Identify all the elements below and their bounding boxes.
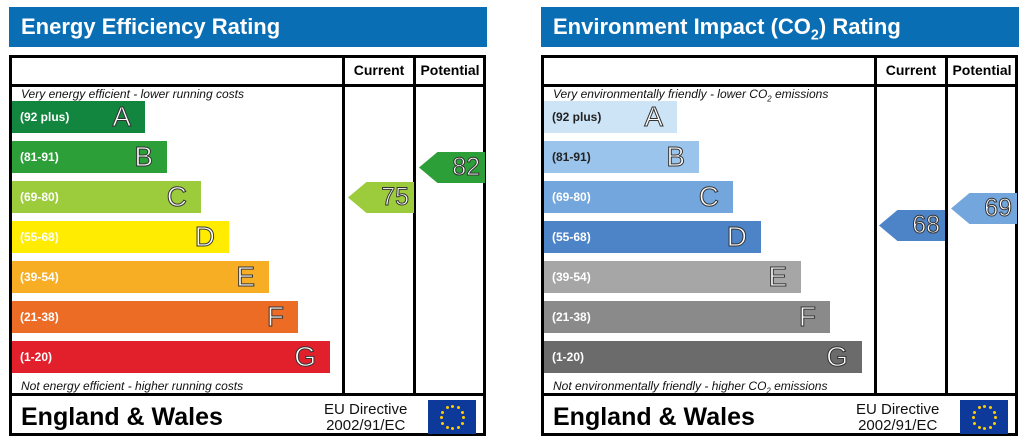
current-rating-arrow: 68 bbox=[879, 210, 945, 241]
directive-line1: EU Directive bbox=[324, 401, 408, 418]
potential-column-header: Potential bbox=[952, 62, 1012, 78]
band-letter: E bbox=[236, 261, 256, 293]
band-letter: C bbox=[166, 181, 187, 213]
rating-band-e: (39-54) E bbox=[12, 261, 269, 293]
band-range: (92 plus) bbox=[20, 110, 70, 124]
rating-band-c: (69-80) C bbox=[12, 181, 201, 213]
column-divider bbox=[413, 58, 416, 396]
column-divider bbox=[945, 58, 948, 396]
rating-band-f: (21-38) F bbox=[12, 301, 298, 333]
potential-rating-arrow: 82 bbox=[419, 152, 485, 183]
band-range: (81-91) bbox=[20, 150, 59, 164]
band-letter: D bbox=[726, 221, 747, 253]
column-divider bbox=[874, 58, 877, 396]
energy-efficiency-panel: Energy Efficiency Rating Current Potential… bbox=[9, 0, 487, 439]
rating-band-d: (55-68) D bbox=[544, 221, 761, 253]
band-range: (1-20) bbox=[552, 350, 585, 364]
region-label: England & Wales bbox=[21, 403, 223, 431]
top-note: Very energy efficient - lower running co… bbox=[21, 87, 244, 101]
band-letter: D bbox=[194, 221, 215, 253]
directive-line2: 2002/91/EC bbox=[858, 417, 938, 434]
band-range: (39-54) bbox=[20, 270, 59, 284]
eu-flag-icon bbox=[960, 400, 1008, 434]
rating-table: Current Potential Very energy efficient - … bbox=[9, 55, 486, 436]
eu-directive: EU Directive 2002/91/EC bbox=[856, 402, 939, 434]
band-range: (21-38) bbox=[552, 310, 591, 324]
directive-line1: EU Directive bbox=[856, 401, 940, 418]
rating-band-c: (69-80) C bbox=[544, 181, 733, 213]
eu-directive: EU Directive 2002/91/EC bbox=[324, 402, 407, 434]
band-range: (55-68) bbox=[552, 230, 591, 244]
band-letter: E bbox=[768, 261, 788, 293]
panel-title: Environment Impact (CO2) Rating bbox=[541, 7, 1019, 47]
band-letter: C bbox=[698, 181, 719, 213]
rating-band-a: (92 plus) A bbox=[12, 101, 145, 133]
current-rating-value: 75 bbox=[381, 183, 410, 212]
rating-table: Current Potential Very environmentally fri… bbox=[541, 55, 1018, 436]
band-letter: F bbox=[266, 301, 284, 333]
rating-band-d: (55-68) D bbox=[12, 221, 229, 253]
band-letter: F bbox=[798, 301, 816, 333]
bottom-note: Not energy efficient - higher running co… bbox=[21, 379, 244, 393]
rating-band-g: (1-20) G bbox=[12, 341, 330, 373]
top-note: Very environmentally friendly - lower CO… bbox=[553, 87, 829, 104]
band-letter: G bbox=[294, 341, 317, 373]
rating-band-e: (39-54) E bbox=[544, 261, 801, 293]
environment-impact-panel: Environment Impact (CO2) Rating Current Po… bbox=[541, 0, 1019, 439]
eu-flag-icon bbox=[428, 400, 476, 434]
band-range: (55-68) bbox=[20, 230, 59, 244]
potential-rating-arrow: 69 bbox=[951, 193, 1017, 224]
band-range: (81-91) bbox=[552, 150, 591, 164]
directive-line2: 2002/91/EC bbox=[326, 417, 406, 434]
band-range: (92 plus) bbox=[552, 110, 602, 124]
bottom-note: Not environmentally friendly - higher CO… bbox=[553, 379, 828, 396]
current-rating-arrow: 75 bbox=[348, 182, 414, 213]
band-range: (69-80) bbox=[552, 190, 591, 204]
current-column-header: Current bbox=[353, 62, 405, 78]
potential-column-header: Potential bbox=[420, 62, 480, 78]
band-letter: A bbox=[112, 101, 132, 133]
band-range: (21-38) bbox=[20, 310, 59, 324]
footer-divider bbox=[12, 393, 486, 396]
current-column-header: Current bbox=[885, 62, 937, 78]
band-letter: B bbox=[134, 141, 154, 173]
band-range: (69-80) bbox=[20, 190, 59, 204]
panel-title: Energy Efficiency Rating bbox=[9, 7, 487, 47]
region-label: England & Wales bbox=[553, 403, 755, 431]
band-letter: G bbox=[826, 341, 849, 373]
potential-rating-value: 69 bbox=[984, 194, 1013, 223]
rating-band-b: (81-91) B bbox=[12, 141, 167, 173]
rating-band-a: (92 plus) A bbox=[544, 101, 677, 133]
rating-band-g: (1-20) G bbox=[544, 341, 862, 373]
column-divider bbox=[342, 58, 345, 396]
band-range: (39-54) bbox=[552, 270, 591, 284]
header-divider bbox=[544, 84, 1018, 87]
rating-band-b: (81-91) B bbox=[544, 141, 699, 173]
footer-divider bbox=[544, 393, 1018, 396]
band-letter: A bbox=[644, 101, 664, 133]
band-range: (1-20) bbox=[20, 350, 53, 364]
current-rating-value: 68 bbox=[912, 211, 941, 240]
rating-band-f: (21-38) F bbox=[544, 301, 830, 333]
potential-rating-value: 82 bbox=[452, 153, 481, 182]
header-divider bbox=[12, 84, 486, 87]
band-letter: B bbox=[666, 141, 686, 173]
